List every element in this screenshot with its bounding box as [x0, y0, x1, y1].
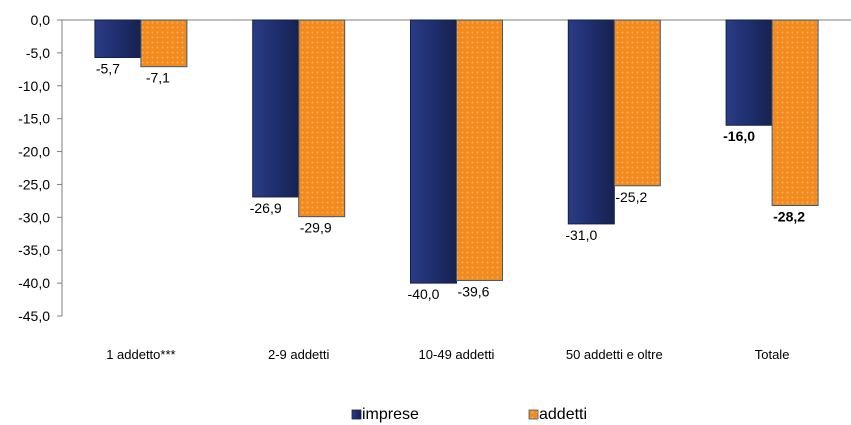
- legend-label-addetti: addetti: [539, 406, 587, 423]
- x-tick-label: Totale: [755, 347, 790, 362]
- bar-addetti: [771, 19, 819, 206]
- bar-imprese: [94, 19, 142, 58]
- data-label: -25,2: [615, 189, 647, 205]
- y-tick-label: -25,0: [18, 176, 50, 192]
- y-tick-label: -35,0: [18, 242, 50, 258]
- y-tick-label: -5,0: [26, 45, 50, 61]
- legend-swatch-addetti: [528, 409, 539, 420]
- data-label: -28,2: [773, 208, 805, 224]
- data-label: -26,9: [250, 200, 282, 216]
- data-label: -39,6: [458, 283, 490, 299]
- bar-imprese: [410, 19, 457, 284]
- y-tick-label: -20,0: [18, 144, 50, 160]
- y-tick-label: 0,0: [31, 12, 51, 28]
- data-label: -40,0: [408, 286, 440, 302]
- data-label: -29,9: [300, 220, 332, 236]
- x-tick-label: 1 addetto***: [106, 347, 175, 362]
- x-tick-label: 2-9 addetti: [268, 347, 330, 362]
- data-labels: -5,7 -7,1 -26,9 -29,9 -40,0 -39,6 -31,0 -25,2 -1…: [96, 60, 805, 302]
- legend-label-imprese: imprese: [362, 406, 419, 423]
- bar-imprese: [567, 19, 615, 225]
- legend-swatch-imprese: [351, 409, 362, 420]
- bar-imprese: [725, 19, 773, 126]
- y-tick-label: -45,0: [18, 308, 50, 324]
- x-tick-label: 10-49 addetti: [419, 347, 495, 362]
- data-label: -7,1: [146, 70, 170, 86]
- y-tick-label: -15,0: [18, 111, 50, 127]
- x-tick-label: 50 addetti e oltre: [566, 347, 663, 362]
- bars: [94, 19, 819, 284]
- data-label: -5,7: [96, 60, 120, 76]
- bar-addetti: [140, 19, 188, 68]
- bar-addetti: [298, 19, 346, 218]
- data-label: -16,0: [723, 128, 755, 144]
- y-tick-label: -40,0: [18, 275, 50, 291]
- y-tick-label: -10,0: [18, 78, 50, 94]
- y-tick-label: -30,0: [18, 209, 50, 225]
- legend: imprese addetti: [351, 406, 587, 423]
- bar-imprese: [252, 19, 300, 198]
- bar-addetti: [456, 19, 503, 281]
- data-label: -31,0: [565, 227, 597, 243]
- bar-addetti: [613, 19, 661, 187]
- axes: 0,0 -5,0 -10,0 -15,0 -20,0 -25,0 -30,0 -35,0 -40…: [18, 12, 851, 362]
